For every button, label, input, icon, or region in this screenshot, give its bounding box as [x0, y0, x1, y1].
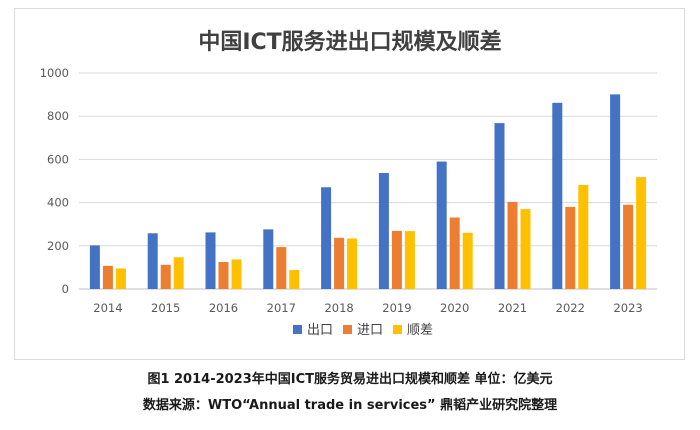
- bar-2016-2: [231, 259, 242, 289]
- y-tick-label: 0: [62, 282, 69, 296]
- y-tick-label: 600: [47, 152, 69, 166]
- legend-label: 进口: [357, 323, 383, 338]
- x-tick-label: 2016: [209, 301, 238, 315]
- bar-2020-2: [462, 232, 473, 289]
- bar-2022-0: [552, 102, 563, 289]
- bar-2020-1: [449, 217, 460, 289]
- bar-2017-0: [263, 229, 274, 289]
- bar-2017-2: [289, 269, 300, 289]
- bar-2020-0: [436, 161, 447, 289]
- y-tick-label: 400: [47, 196, 69, 210]
- legend-swatch: [393, 325, 402, 334]
- legend-label: 顺差: [407, 323, 433, 338]
- x-axis: 2014 2015 2016 2017 2018 2019 2020 2021 2022 2023: [93, 301, 642, 315]
- legend-swatch: [293, 325, 302, 334]
- x-tick-label: 2022: [556, 301, 585, 315]
- bar-2015-1: [160, 264, 171, 289]
- bar-2022-1: [565, 206, 576, 289]
- legend-label: 出口: [307, 323, 333, 338]
- y-tick-label: 800: [47, 109, 69, 123]
- bar-2018-0: [321, 187, 332, 289]
- bar-2018-1: [334, 237, 345, 289]
- chart-frame: 中国ICT服务进出口规模及顺差 0 200 400 600 800 1000 2014 20…: [14, 8, 685, 360]
- x-tick-label: 2021: [498, 301, 527, 315]
- bar-2019-1: [391, 230, 402, 289]
- bar-2022-2: [578, 184, 589, 289]
- y-tick-label: 200: [47, 239, 69, 253]
- legend: 出口 进口 顺差: [293, 323, 433, 338]
- figure-caption: 图1 2014-2023年中国ICT服务贸易进出口规模和顺差 单位：亿美元: [147, 372, 553, 387]
- y-axis: 0 200 400 600 800 1000: [40, 66, 69, 296]
- bar-2014-1: [102, 265, 113, 289]
- bar-2021-0: [494, 123, 505, 289]
- bar-2015-2: [173, 257, 184, 289]
- bar-2017-1: [276, 247, 287, 289]
- bars: [89, 94, 647, 289]
- bar-2021-1: [507, 201, 518, 289]
- chart-title: 中国ICT服务进出口规模及顺差: [198, 29, 501, 55]
- bar-2014-2: [115, 268, 126, 289]
- bar-2014-0: [89, 245, 100, 289]
- bar-2023-2: [636, 177, 647, 289]
- bar-2021-2: [520, 209, 531, 289]
- bar-2016-0: [205, 232, 216, 289]
- bar-2018-2: [347, 238, 358, 289]
- x-tick-label: 2020: [440, 301, 469, 315]
- bar-2016-1: [218, 262, 229, 289]
- bar-2023-0: [610, 94, 621, 289]
- source-caption: 数据来源：WTO“Annual trade in services” 鼎韬产业研…: [142, 398, 558, 413]
- legend-swatch: [343, 325, 352, 334]
- bar-2015-0: [147, 233, 158, 289]
- bar-2019-0: [378, 173, 389, 289]
- x-tick-label: 2023: [613, 301, 642, 315]
- x-tick-label: 2018: [324, 301, 353, 315]
- y-tick-label: 1000: [40, 66, 69, 80]
- bar-2019-2: [404, 231, 415, 289]
- x-tick-label: 2015: [151, 301, 180, 315]
- x-tick-label: 2017: [267, 301, 296, 315]
- x-tick-label: 2019: [382, 301, 411, 315]
- x-tick-label: 2014: [93, 301, 122, 315]
- bar-2023-1: [623, 204, 634, 289]
